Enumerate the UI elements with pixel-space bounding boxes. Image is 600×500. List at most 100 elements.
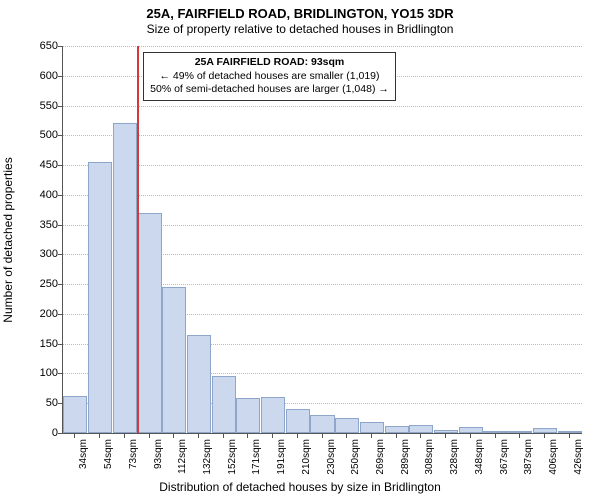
x-tick-label: 230sqm <box>326 439 337 475</box>
chart-subtitle: Size of property relative to detached ho… <box>0 22 600 36</box>
x-tick-mark <box>297 434 298 438</box>
y-tick-mark <box>58 373 62 374</box>
annotation-line1: ← 49% of detached houses are smaller (1,… <box>150 70 389 84</box>
y-tick-label: 150 <box>24 338 58 350</box>
y-tick-label: 50 <box>24 397 58 409</box>
annotation-line2: 50% of semi-detached houses are larger (… <box>150 83 389 97</box>
x-tick-mark <box>346 434 347 438</box>
gridline <box>63 195 582 196</box>
y-tick-label: 100 <box>24 367 58 379</box>
x-tick-label: 171sqm <box>251 439 262 475</box>
x-tick-mark <box>247 434 248 438</box>
x-tick-mark <box>371 434 372 438</box>
y-tick-mark <box>58 225 62 226</box>
x-tick-label: 387sqm <box>523 439 534 475</box>
chart-container: 25A, FAIRFIELD ROAD, BRIDLINGTON, YO15 3… <box>0 0 600 500</box>
x-tick-mark <box>149 434 150 438</box>
histogram-bar <box>212 376 236 433</box>
histogram-bar <box>385 426 409 433</box>
x-tick-mark <box>99 434 100 438</box>
histogram-bar <box>137 213 161 433</box>
gridline <box>63 135 582 136</box>
chart-title: 25A, FAIRFIELD ROAD, BRIDLINGTON, YO15 3… <box>0 6 600 21</box>
y-tick-mark <box>58 254 62 255</box>
x-tick-label: 112sqm <box>177 439 188 474</box>
y-tick-mark <box>58 106 62 107</box>
x-tick-mark <box>223 434 224 438</box>
x-tick-mark <box>173 434 174 438</box>
x-tick-label: 73sqm <box>128 439 139 469</box>
y-axis-label: Number of detached properties <box>1 157 15 322</box>
histogram-bar <box>508 431 532 433</box>
plot-area: 25A FAIRFIELD ROAD: 93sqm ← 49% of detac… <box>62 46 582 434</box>
histogram-bar <box>261 397 285 433</box>
y-tick-label: 250 <box>24 278 58 290</box>
histogram-bar <box>409 425 433 433</box>
x-tick-label: 152sqm <box>227 439 238 475</box>
x-tick-mark <box>74 434 75 438</box>
histogram-bar <box>63 396 87 433</box>
x-tick-mark <box>470 434 471 438</box>
x-tick-mark <box>322 434 323 438</box>
x-tick-label: 367sqm <box>499 439 510 475</box>
x-tick-label: 406sqm <box>548 439 559 475</box>
x-tick-mark <box>198 434 199 438</box>
y-tick-label: 300 <box>24 248 58 260</box>
y-tick-mark <box>58 135 62 136</box>
y-tick-mark <box>58 403 62 404</box>
y-tick-label: 650 <box>24 40 58 52</box>
x-tick-label: 210sqm <box>301 439 312 475</box>
x-tick-mark <box>420 434 421 438</box>
y-tick-mark <box>58 46 62 47</box>
marker-line <box>137 46 139 433</box>
x-tick-mark <box>495 434 496 438</box>
annotation-title: 25A FAIRFIELD ROAD: 93sqm <box>150 56 389 70</box>
gridline <box>63 106 582 107</box>
x-tick-label: 250sqm <box>350 439 361 475</box>
histogram-bar <box>162 287 186 433</box>
x-tick-label: 93sqm <box>153 439 164 469</box>
histogram-bar <box>434 430 458 433</box>
histogram-bar <box>88 162 112 433</box>
histogram-bar <box>286 409 310 433</box>
x-tick-mark <box>569 434 570 438</box>
x-tick-label: 269sqm <box>375 439 386 475</box>
y-tick-mark <box>58 284 62 285</box>
x-tick-label: 54sqm <box>103 439 114 469</box>
x-tick-label: 348sqm <box>474 439 485 475</box>
y-tick-mark <box>58 195 62 196</box>
y-tick-mark <box>58 76 62 77</box>
histogram-bar <box>533 428 557 433</box>
y-tick-mark <box>58 314 62 315</box>
y-tick-label: 600 <box>24 70 58 82</box>
y-tick-mark <box>58 344 62 345</box>
y-tick-label: 500 <box>24 129 58 141</box>
histogram-bar <box>459 427 483 433</box>
y-tick-label: 550 <box>24 100 58 112</box>
x-tick-label: 34sqm <box>78 439 89 469</box>
x-tick-label: 426sqm <box>573 439 584 475</box>
histogram-bar <box>113 123 137 433</box>
histogram-bar <box>310 415 334 433</box>
histogram-bar <box>335 418 359 433</box>
x-tick-label: 308sqm <box>424 439 435 475</box>
gridline <box>63 165 582 166</box>
x-tick-mark <box>445 434 446 438</box>
x-tick-label: 132sqm <box>202 439 213 475</box>
y-tick-label: 400 <box>24 189 58 201</box>
histogram-bar <box>483 431 507 433</box>
y-tick-mark <box>58 433 62 434</box>
y-tick-label: 450 <box>24 159 58 171</box>
x-tick-label: 289sqm <box>400 439 411 475</box>
y-tick-mark <box>58 165 62 166</box>
x-tick-label: 191sqm <box>276 439 287 475</box>
histogram-bar <box>236 398 260 433</box>
y-tick-label: 350 <box>24 219 58 231</box>
gridline <box>63 46 582 47</box>
y-tick-label: 0 <box>24 427 58 439</box>
x-tick-mark <box>519 434 520 438</box>
x-tick-mark <box>396 434 397 438</box>
y-tick-label: 200 <box>24 308 58 320</box>
x-tick-label: 328sqm <box>449 439 460 475</box>
histogram-bar <box>187 335 211 433</box>
